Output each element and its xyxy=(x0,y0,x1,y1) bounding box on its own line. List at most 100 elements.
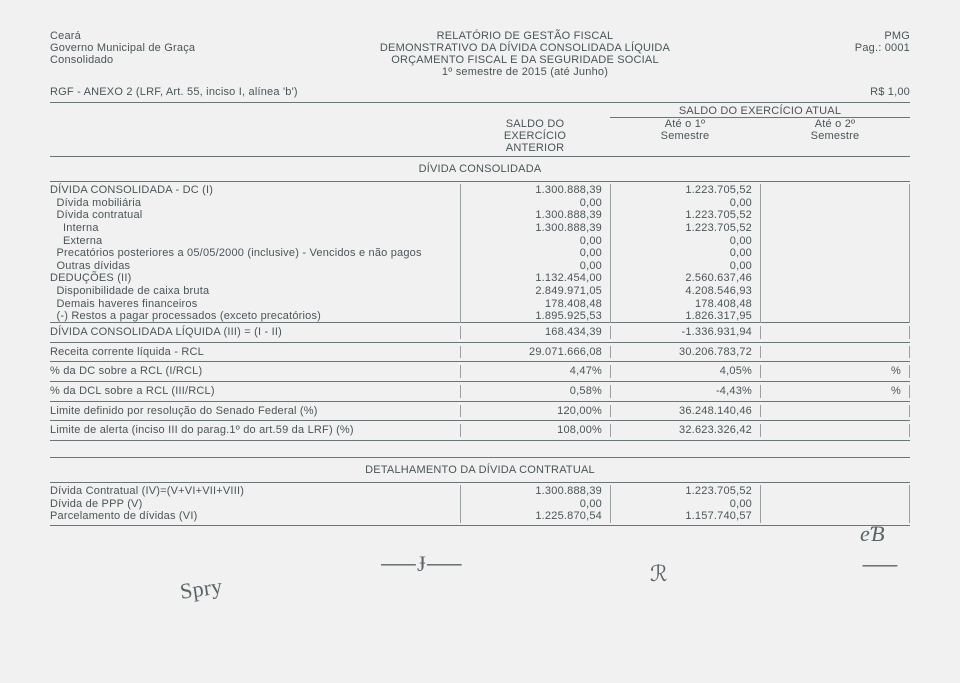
divider xyxy=(50,181,910,182)
row-label: DÍVIDA CONSOLIDADA - DC (I) xyxy=(50,184,460,197)
saldo-atual-title: SALDO DO EXERCÍCIO ATUAL xyxy=(610,105,910,118)
cell-v1: 178.408,48 xyxy=(460,298,610,311)
cell-v1: 0,00 xyxy=(460,260,610,273)
cell-v2: 2.560.637,46 xyxy=(610,272,760,285)
cell-v3 xyxy=(760,272,910,285)
cell-v1: 4,47% xyxy=(460,365,610,378)
cell-v1: 0,00 xyxy=(460,197,610,210)
header-left: Ceará Governo Municipal de Graça Consoli… xyxy=(50,30,195,78)
table-row: Demais haveres financeiros178.408,48178.… xyxy=(50,298,910,311)
cell-v1: 108,00% xyxy=(460,424,610,437)
report-title-1: RELATÓRIO DE GESTÃO FISCAL xyxy=(380,30,670,42)
cell-v2: 4,05% xyxy=(610,365,760,378)
cell-v2: 178.408,48 xyxy=(610,298,760,311)
table-row: Dívida de PPP (V)0,000,00 xyxy=(50,498,910,511)
cell-v3 xyxy=(760,260,910,273)
cell-v1: 1.300.888,39 xyxy=(460,485,610,498)
cell-v2: 1.157.740,57 xyxy=(610,510,760,523)
cell-v2: 0,00 xyxy=(610,235,760,248)
row-label: % da DCL sobre a RCL (III/RCL) xyxy=(50,385,460,398)
col-ate-2sem: Até o 2º Semestre xyxy=(760,118,910,154)
cell-v3 xyxy=(760,184,910,197)
cell-v1: 0,00 xyxy=(460,235,610,248)
row-label: Limite de alerta (inciso III do parag.1º… xyxy=(50,424,460,437)
cell-v3 xyxy=(760,326,910,339)
table-row: Interna1.300.888,391.223.705,52 xyxy=(50,222,910,235)
row-label: Precatórios posteriores a 05/05/2000 (in… xyxy=(50,247,460,260)
col-saldo-anterior: SALDO DO EXERCÍCIO ANTERIOR xyxy=(460,118,610,154)
cell-v3 xyxy=(760,485,910,498)
page-number: Pag.: 0001 xyxy=(855,42,910,54)
cell-v3: % xyxy=(760,385,910,398)
divider xyxy=(50,525,910,526)
cell-v2: 1.223.705,52 xyxy=(610,209,760,222)
cell-v2: 1.223.705,52 xyxy=(610,222,760,235)
cell-v2: 1.826.317,95 xyxy=(610,310,760,323)
row-label: Dívida contratual xyxy=(50,209,460,222)
row-label: Dívida mobiliária xyxy=(50,197,460,210)
report-header: Ceará Governo Municipal de Graça Consoli… xyxy=(50,30,910,78)
cell-v1: 1.225.870,54 xyxy=(460,510,610,523)
cell-v2: 30.206.783,72 xyxy=(610,346,760,359)
row-label: DÍVIDA CONSOLIDADA LÍQUIDA (III) = (I - … xyxy=(50,326,460,339)
table-row: DEDUÇÕES (II)1.132.454,002.560.637,46 xyxy=(50,272,910,285)
header-center: RELATÓRIO DE GESTÃO FISCAL DEMONSTRATIVO… xyxy=(380,30,670,78)
col-text: Semestre xyxy=(760,130,910,142)
cell-v3 xyxy=(760,346,910,359)
signature-4: eƁ⸺ xyxy=(860,521,910,579)
divider xyxy=(50,102,910,103)
org-gov: Governo Municipal de Graça xyxy=(50,42,195,54)
row-label: Parcelamento de dívidas (VI) xyxy=(50,510,460,523)
cell-v2: -1.336.931,94 xyxy=(610,326,760,339)
col-text: Até o 1º xyxy=(610,118,760,130)
cell-v1: 1.300.888,39 xyxy=(460,184,610,197)
row-label: DEDUÇÕES (II) xyxy=(50,272,460,285)
table-row: % da DCL sobre a RCL (III/RCL)0,58%-4,43… xyxy=(50,381,910,402)
table-body-1: DÍVIDA CONSOLIDADA - DC (I)1.300.888,391… xyxy=(50,184,910,323)
cell-v2: 0,00 xyxy=(610,260,760,273)
row-label: Dívida de PPP (V) xyxy=(50,498,460,511)
currency-unit: R$ 1,00 xyxy=(870,86,910,98)
signature-2: ⸺Ɉ⸺ xyxy=(380,546,463,578)
cell-v3 xyxy=(760,498,910,511)
system-code: PMG xyxy=(855,30,910,42)
cell-v1: 1.132.454,00 xyxy=(460,272,610,285)
header-right: PMG Pag.: 0001 xyxy=(855,30,910,78)
cell-v1: 0,58% xyxy=(460,385,610,398)
column-header-top: SALDO DO EXERCÍCIO ATUAL xyxy=(50,105,910,118)
row-label: Externa xyxy=(50,235,460,248)
table-row: Disponibilidade de caixa bruta2.849.971,… xyxy=(50,285,910,298)
row-label: Limite definido por resolução do Senado … xyxy=(50,405,460,418)
col-text: SALDO DO xyxy=(460,118,610,130)
cell-v1: 2.849.971,05 xyxy=(460,285,610,298)
cell-v2: 1.223.705,52 xyxy=(610,485,760,498)
signatures: Spry ⸺Ɉ⸺ ℛ eƁ⸺ xyxy=(50,536,910,616)
table-row: Dívida contratual1.300.888,391.223.705,5… xyxy=(50,209,910,222)
table-row: Limite de alerta (inciso III do parag.1º… xyxy=(50,420,910,441)
cell-v3 xyxy=(760,405,910,418)
cell-v3 xyxy=(760,310,910,323)
col-text: Até o 2º xyxy=(760,118,910,130)
table-row: Precatórios posteriores a 05/05/2000 (in… xyxy=(50,247,910,260)
table-row: Limite definido por resolução do Senado … xyxy=(50,401,910,422)
cell-v3 xyxy=(760,197,910,210)
cell-v1: 0,00 xyxy=(460,498,610,511)
row-label: Dívida Contratual (IV)=(V+VI+VII+VIII) xyxy=(50,485,460,498)
cell-v1: 1.895.925,53 xyxy=(460,310,610,323)
col-text: ANTERIOR xyxy=(460,142,610,154)
table-row: Parcelamento de dívidas (VI)1.225.870,54… xyxy=(50,510,910,523)
cell-v2: 0,00 xyxy=(610,247,760,260)
cell-v1: 168.434,39 xyxy=(460,326,610,339)
signature-3: ℛ xyxy=(650,561,668,587)
row-label: Interna xyxy=(50,222,460,235)
divider xyxy=(50,482,910,483)
divider xyxy=(50,156,910,157)
col-ate-1sem: Até o 1º Semestre xyxy=(610,118,760,154)
cell-v3 xyxy=(760,235,910,248)
org-consol: Consolidado xyxy=(50,54,195,66)
cell-v2: -4,43% xyxy=(610,385,760,398)
table-row: Externa0,000,00 xyxy=(50,235,910,248)
table-row: Receita corrente líquida - RCL29.071.666… xyxy=(50,342,910,363)
cell-v3 xyxy=(760,298,910,311)
cell-v3 xyxy=(760,209,910,222)
